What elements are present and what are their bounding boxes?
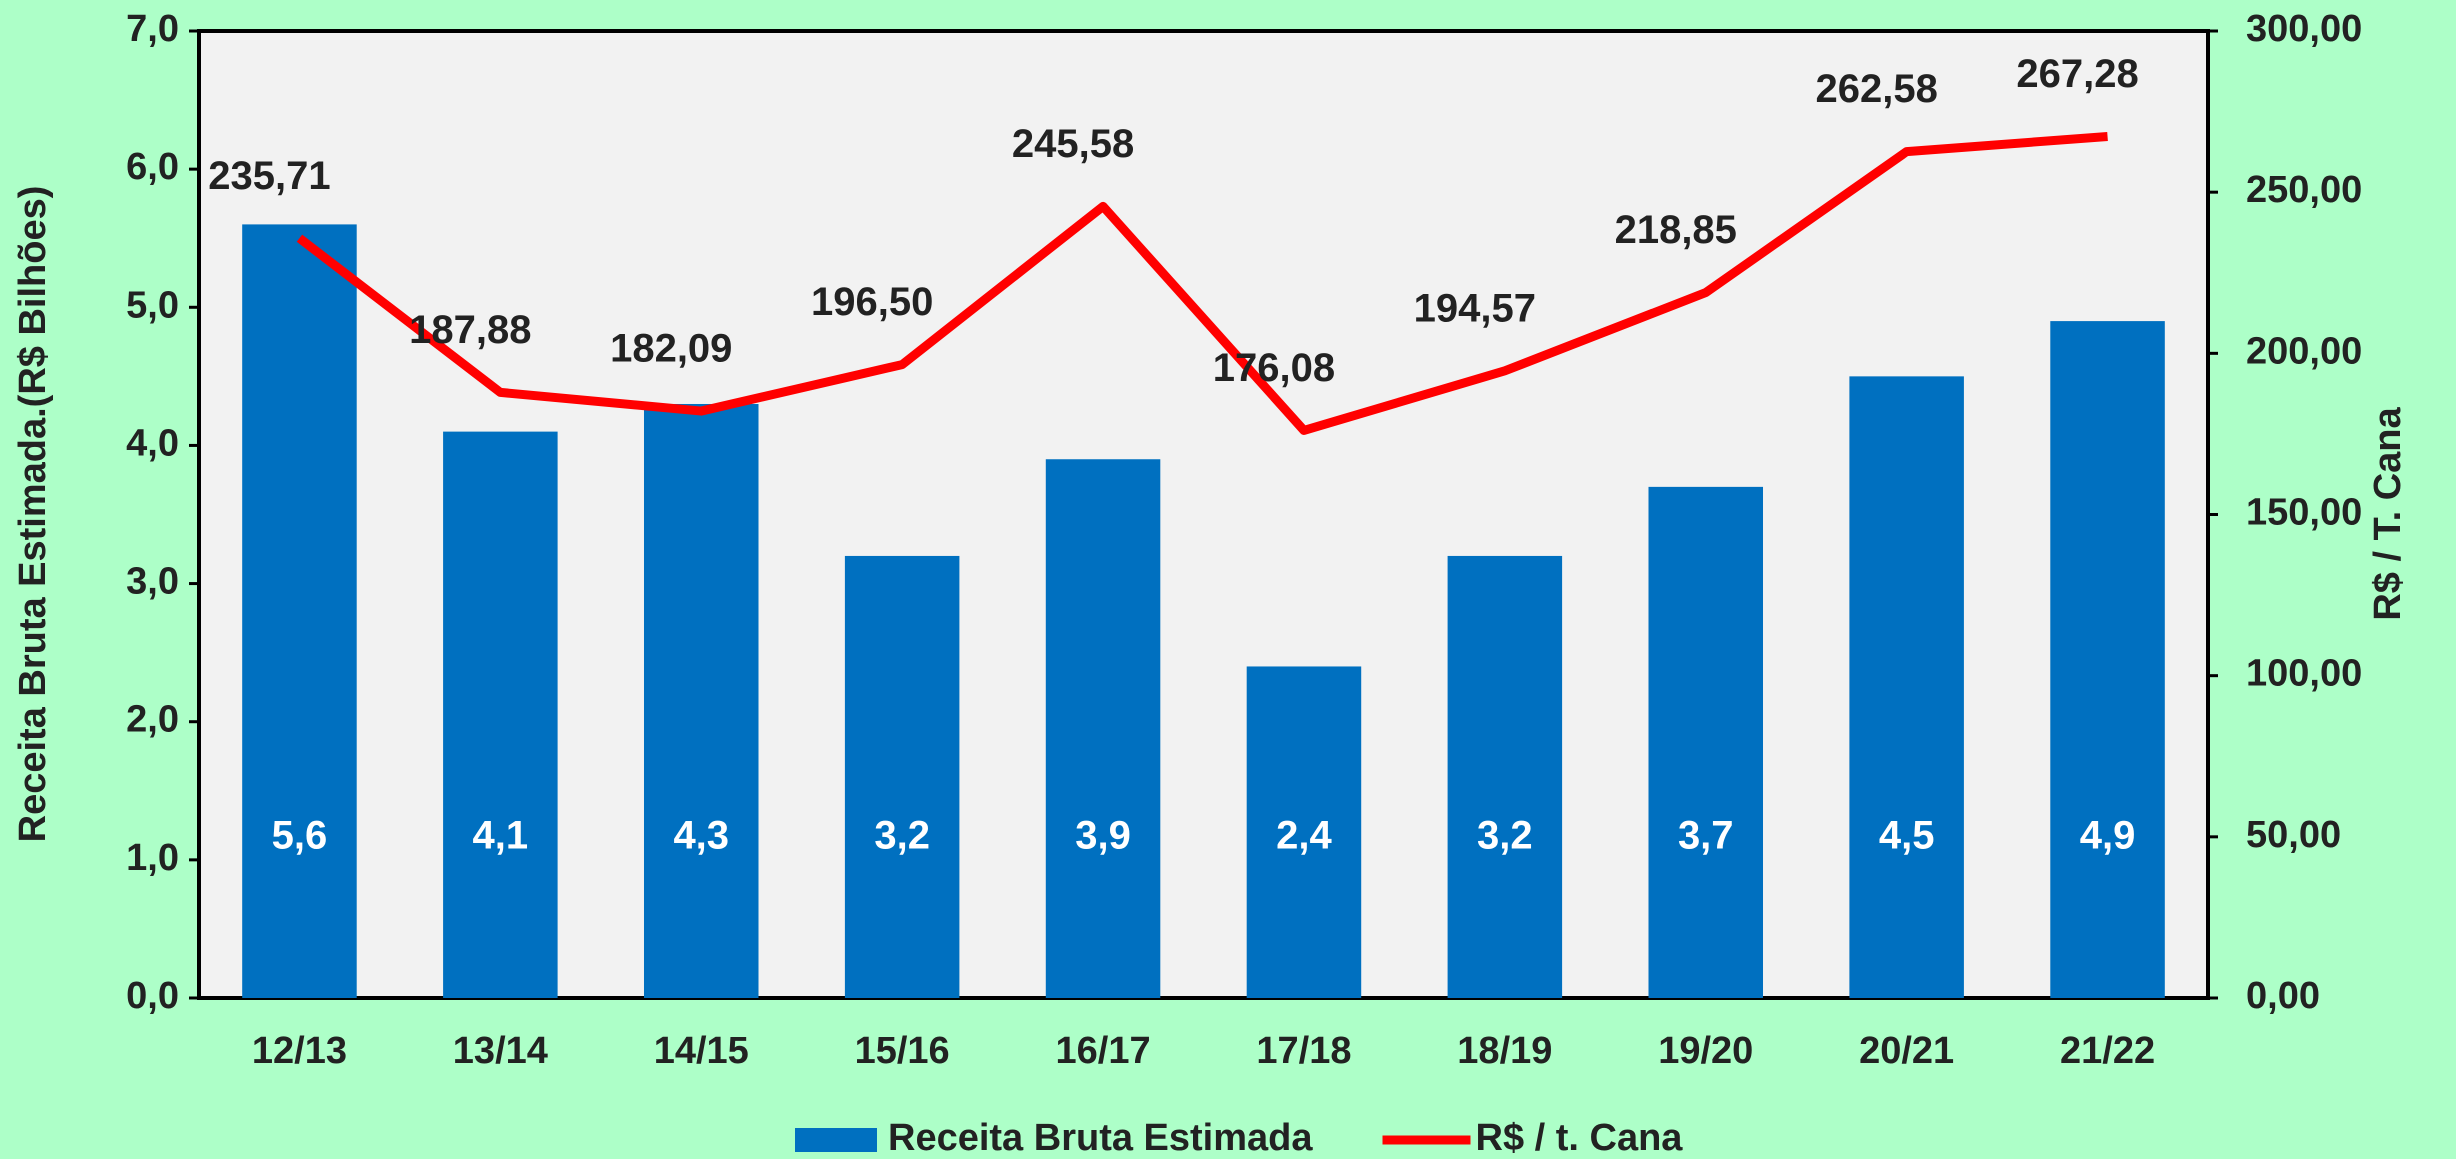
line (296, 131, 2108, 435)
bar (1447, 555, 1563, 998)
x-tick-label: 20/21 (1859, 1030, 1954, 1072)
bar-value-label: 3,2 (874, 814, 930, 858)
x-tick-label: 13/14 (453, 1030, 548, 1072)
legend-label: R$ / t. Cana (1476, 1117, 1684, 1159)
y2-tick-label: 250,00 (2246, 169, 2362, 211)
bar-value-label: 2,4 (1276, 814, 1332, 858)
bar (643, 403, 759, 998)
bar (242, 224, 357, 998)
legend-label: Receita Bruta Estimada (888, 1117, 1313, 1159)
y-tick-label: 7,0 (126, 8, 179, 50)
y2-tick-label: 50,00 (2246, 814, 2341, 856)
line-value-label: 235,71 (208, 154, 330, 198)
y2-axis-title: R$ / T. Cana (2367, 406, 2409, 620)
bar (1648, 486, 1764, 998)
y2-tick-label: 100,00 (2246, 653, 2362, 695)
line-value-label: 196,50 (811, 280, 933, 324)
bar (1849, 376, 1964, 998)
line-value-label: 245,58 (1012, 122, 1134, 166)
bar (844, 555, 960, 998)
bar (1246, 666, 1362, 998)
x-tick-label: 17/18 (1256, 1030, 1351, 1072)
bar-value-label: 4,3 (673, 814, 729, 858)
x-tick-label: 19/20 (1658, 1030, 1753, 1072)
bar-value-label: 4,9 (2080, 814, 2136, 858)
y-tick-label: 5,0 (126, 284, 179, 326)
y-tick-label: 3,0 (126, 561, 179, 603)
y2-tick-label: 0,00 (2246, 975, 2320, 1017)
x-tick-label: 16/17 (1056, 1030, 1151, 1072)
y2-tick-label: 200,00 (2246, 330, 2362, 372)
line-value-label: 262,58 (1815, 67, 1937, 111)
legend-swatch (795, 1128, 877, 1152)
x-tick-label: 18/19 (1457, 1030, 1552, 1072)
bar-value-label: 4,5 (1879, 814, 1935, 858)
y-tick-label: 1,0 (126, 837, 179, 879)
y-tick-label: 2,0 (126, 699, 179, 741)
x-tick-label: 14/15 (654, 1030, 749, 1072)
bar (1045, 459, 1161, 998)
line-value-label: 182,09 (610, 327, 732, 371)
y-tick-label: 0,0 (126, 975, 179, 1017)
y-tick-label: 6,0 (126, 146, 179, 188)
x-tick-label: 15/16 (855, 1030, 950, 1072)
bar-value-label: 4,1 (473, 814, 529, 858)
bar (2050, 321, 2165, 999)
line-value-label: 218,85 (1615, 208, 1737, 252)
y-tick-label: 4,0 (126, 422, 179, 464)
line-value-label: 176,08 (1213, 346, 1335, 390)
y-axis-title: Receita Bruta Estimada.(R$ Bilhões) (12, 186, 54, 843)
x-tick-label: 12/13 (252, 1030, 347, 1072)
y2-tick-label: 150,00 (2246, 492, 2362, 534)
line-value-label: 194,57 (1414, 286, 1536, 330)
bar (443, 431, 558, 999)
line-value-label: 187,88 (409, 308, 531, 352)
x-tick-label: 21/22 (2060, 1030, 2155, 1072)
bar-value-label: 3,9 (1075, 814, 1131, 858)
bar-value-label: 3,7 (1678, 814, 1734, 858)
bar-value-label: 5,6 (272, 814, 328, 858)
y2-tick-label: 300,00 (2246, 8, 2362, 50)
bar-value-label: 3,2 (1477, 814, 1533, 858)
line-value-label: 267,28 (2016, 52, 2138, 96)
